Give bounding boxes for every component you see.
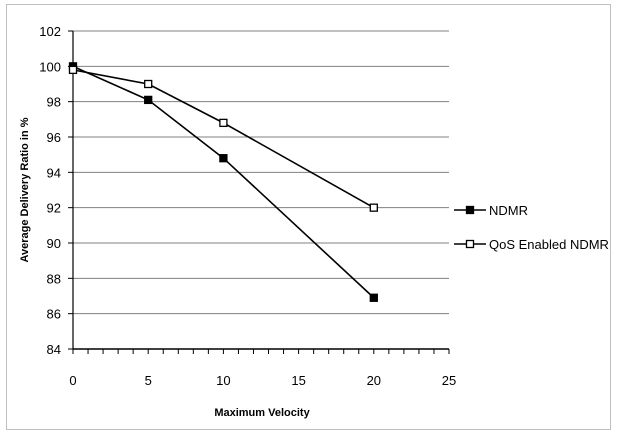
gridlines [73,30,449,315]
x-tick-label: 20 [367,373,381,388]
x-tick-label: 10 [216,373,230,388]
chart-frame [6,4,611,430]
x-tick-label: 25 [442,373,456,388]
y-tick-label: 86 [47,307,61,322]
y-tick-label: 90 [47,236,61,251]
data-point-qos-enabled-ndmr [219,118,228,128]
data-point-qos-enabled-ndmr [68,65,78,75]
data-point-ndmr [219,154,228,163]
x-tick-label: 0 [69,373,76,388]
y-tick-label: 102 [39,24,61,39]
series-lines [68,62,378,302]
tick-labels: 84 86 88 90 92 94 96 98 100 102 0 5 10 15 20 25 [39,24,456,388]
y-tick-label: 98 [47,95,61,110]
y-tick-label: 100 [39,59,61,74]
y-tick-label: 88 [47,271,61,286]
data-point-qos-enabled-ndmr [144,79,153,89]
legend-label: QoS Enabled NDMR [489,237,609,252]
y-tick-label: 92 [47,201,61,216]
legend: NDMR QoS Enabled NDMR [454,203,609,252]
data-point-ndmr [144,95,153,105]
y-axis-title: Average Delivery Ratio in % [19,117,31,262]
axes [68,30,450,354]
legend-marker [465,205,475,215]
y-tick-label: 96 [47,130,61,145]
x-tick-label: 5 [145,373,152,388]
legend-marker [465,239,475,249]
x-axis-title: Maximum Velocity [214,407,310,419]
y-tick-label: 94 [47,165,61,180]
series-line-qos-enabled-ndmr [72,69,375,209]
data-point-ndmr [369,293,378,302]
legend-label: NDMR [489,203,528,218]
x-tick-label: 15 [291,373,305,388]
data-point-qos-enabled-ndmr [369,203,378,212]
y-tick-label: 84 [47,342,61,357]
series-line-ndmr [72,65,375,299]
